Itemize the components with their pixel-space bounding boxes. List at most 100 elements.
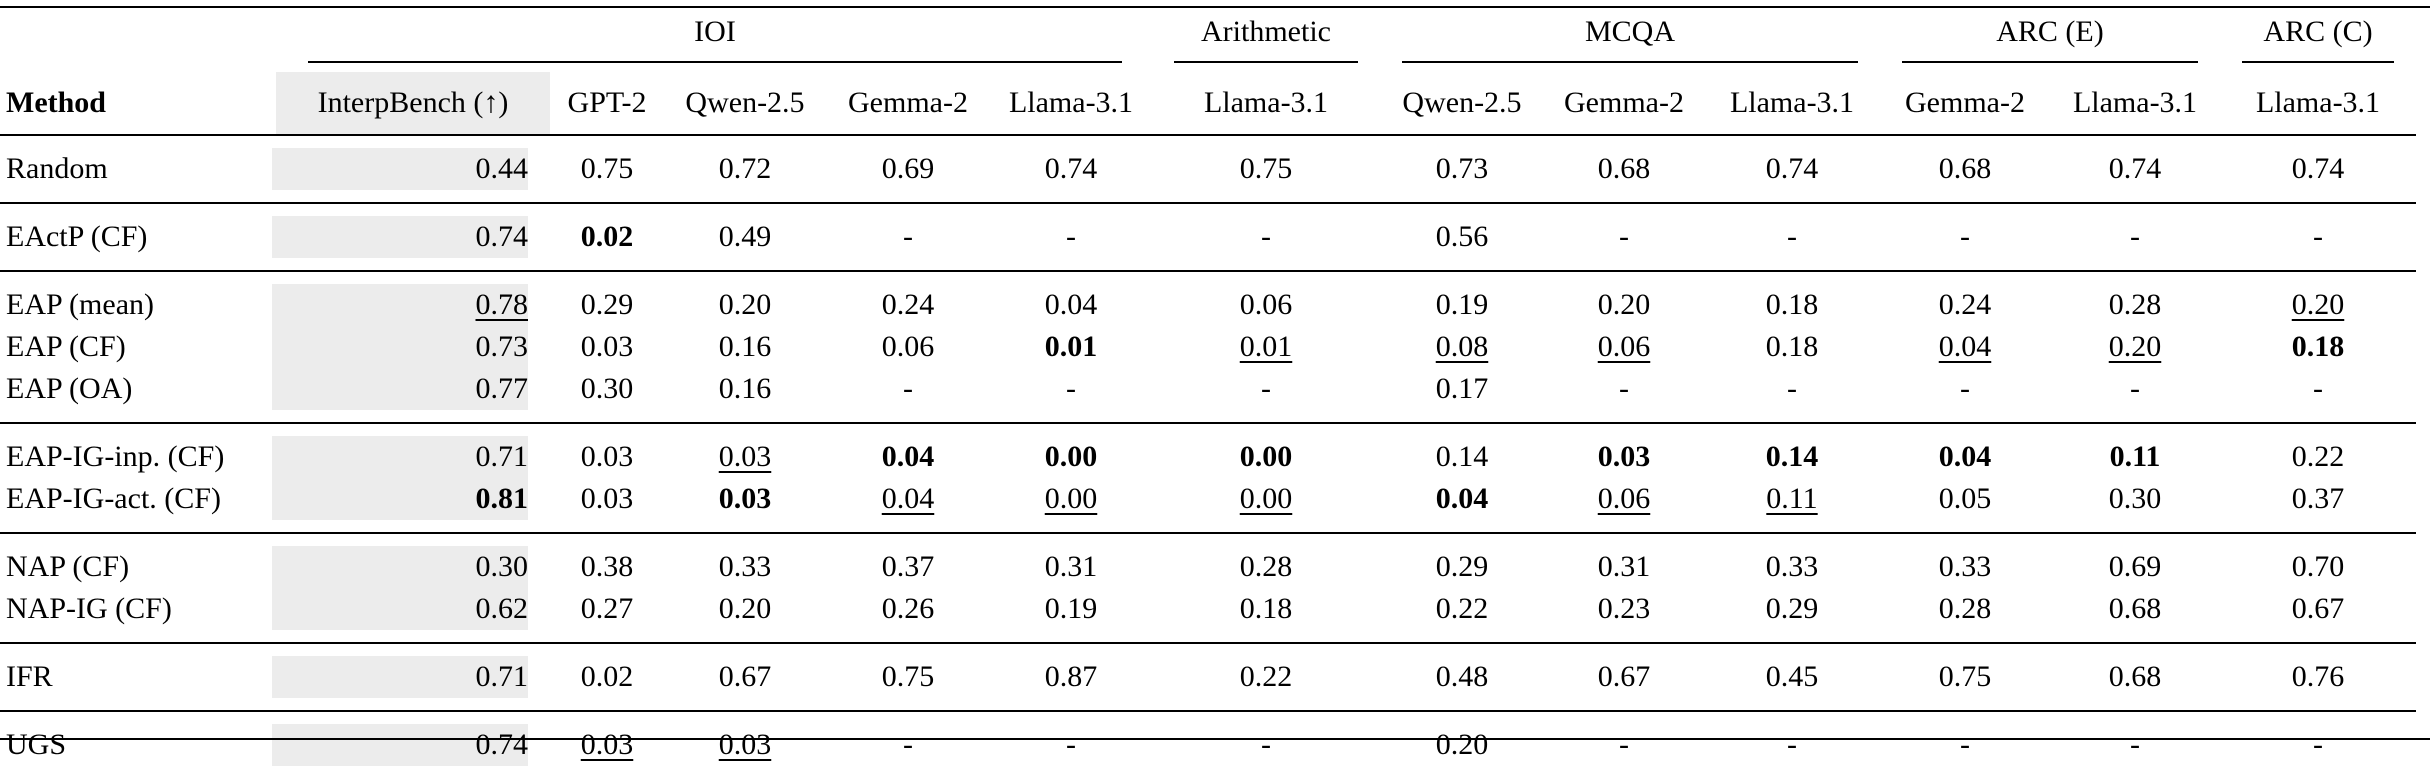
score-value: 0.74 <box>2291 152 2345 185</box>
column-header-llama-3-1: Llama-3.1 <box>1008 86 1134 119</box>
column-group-label: ARC (C) <box>2242 17 2394 63</box>
method-name: EAP-IG-act. (CF) <box>6 482 221 515</box>
score-cell: 0.48 <box>1380 643 1544 711</box>
score-value: - <box>1066 220 1076 253</box>
interpbench-cell: 0.71 <box>272 643 550 711</box>
score-value: 0.20 <box>1435 728 1489 761</box>
score-cell: 0.45 <box>1704 643 1880 711</box>
interpbench-cell: 0.73 <box>272 326 550 368</box>
second-best-score-value: 0.01 <box>1239 330 1293 363</box>
score-cell: 0.75 <box>826 643 990 711</box>
score-value: 0.31 <box>1044 550 1098 583</box>
score-cell: - <box>2050 203 2220 271</box>
score-value: 0.17 <box>1435 372 1489 405</box>
score-cell: 0.68 <box>1880 135 2050 203</box>
score-cell: 0.22 <box>2220 423 2416 478</box>
method-name: EAP (mean) <box>6 288 155 321</box>
score-cell: 0.20 <box>1380 711 1544 778</box>
score-value: 0.05 <box>1938 482 1992 515</box>
score-cell: 0.04 <box>826 423 990 478</box>
score-cell: 0.33 <box>1704 533 1880 588</box>
score-cell: 0.19 <box>1380 271 1544 326</box>
score-cell: 0.24 <box>1880 271 2050 326</box>
score-value: - <box>1261 728 1271 761</box>
score-value: 0.20 <box>1597 288 1651 321</box>
score-value: 0.44 <box>475 152 529 185</box>
table-row: EAP-IG-inp. (CF) 0.71 0.03 0.03 0.04 0.00 0.00… <box>0 423 2416 478</box>
score-value: 0.75 <box>881 660 935 693</box>
score-value: 0.70 <box>2291 550 2345 583</box>
score-cell: 0.74 <box>1704 135 1880 203</box>
interpbench-cell: 0.74 <box>272 203 550 271</box>
score-cell: 0.20 <box>664 271 826 326</box>
score-cell: 0.00 <box>1152 423 1380 478</box>
score-cell: 0.23 <box>1544 588 1704 643</box>
best-score-value: 0.04 <box>1435 482 1489 515</box>
column-header-llama-3-1: Llama-3.1 <box>2072 86 2198 119</box>
column-header-row: Method InterpBench (↑) GPT-2 Qwen-2.5 Gemma-… <box>0 72 2416 135</box>
score-cell: - <box>2220 368 2416 423</box>
score-value: 0.28 <box>2108 288 2162 321</box>
score-cell: - <box>1880 203 2050 271</box>
score-value: 0.87 <box>1044 660 1098 693</box>
score-cell: 0.14 <box>1704 423 1880 478</box>
score-cell: 0.30 <box>550 368 664 423</box>
score-value: 0.04 <box>1044 288 1098 321</box>
score-value: - <box>2130 372 2140 405</box>
score-cell: 0.28 <box>1152 533 1380 588</box>
score-value: - <box>1787 220 1797 253</box>
score-cell: 0.06 <box>1544 478 1704 533</box>
score-cell: 0.28 <box>1880 588 2050 643</box>
score-cell: 0.74 <box>2050 135 2220 203</box>
score-cell: 0.76 <box>2220 643 2416 711</box>
score-value: - <box>2313 220 2323 253</box>
score-value: 0.38 <box>580 550 634 583</box>
score-cell: 0.16 <box>664 326 826 368</box>
score-cell: 0.04 <box>990 271 1152 326</box>
score-value: - <box>1960 728 1970 761</box>
score-value: 0.22 <box>2291 440 2345 473</box>
score-cell: 0.08 <box>1380 326 1544 368</box>
column-group-arc-e: ARC (E) <box>1880 8 2220 72</box>
score-value: 0.22 <box>1435 592 1489 625</box>
second-best-score-value: 0.04 <box>1938 330 1992 363</box>
score-value: 0.24 <box>881 288 935 321</box>
score-value: 0.49 <box>718 220 772 253</box>
score-value: 0.68 <box>1597 152 1651 185</box>
score-cell: 0.01 <box>1152 326 1380 368</box>
score-cell: 0.29 <box>1380 533 1544 588</box>
score-value: - <box>1261 220 1271 253</box>
score-cell: - <box>990 203 1152 271</box>
score-value: 0.69 <box>2108 550 2162 583</box>
score-value: 0.20 <box>718 592 772 625</box>
score-value: 0.22 <box>1239 660 1293 693</box>
score-value: 0.73 <box>475 330 529 363</box>
method-name: EActP (CF) <box>6 220 148 253</box>
score-cell: 0.49 <box>664 203 826 271</box>
score-value: 0.02 <box>580 660 634 693</box>
score-cell: 0.29 <box>550 271 664 326</box>
score-cell: - <box>826 203 990 271</box>
method-name: EAP-IG-inp. (CF) <box>6 440 225 473</box>
score-cell: 0.69 <box>2050 533 2220 588</box>
interpbench-cell: 0.78 <box>272 271 550 326</box>
table-top-rule <box>0 6 2430 8</box>
column-group-header-row: IOI Arithmetic MCQA ARC (E) ARC (C) <box>0 8 2416 72</box>
score-value: - <box>903 372 913 405</box>
score-cell: 0.68 <box>1544 135 1704 203</box>
score-value: 0.37 <box>2291 482 2345 515</box>
score-cell: 0.67 <box>2220 588 2416 643</box>
score-value: - <box>1066 372 1076 405</box>
interpbench-cell: 0.77 <box>272 368 550 423</box>
score-value: 0.14 <box>1435 440 1489 473</box>
method-name: EAP (OA) <box>6 372 133 405</box>
score-cell: 0.03 <box>550 478 664 533</box>
score-value: 0.33 <box>1765 550 1819 583</box>
results-table-container: IOI Arithmetic MCQA ARC (E) ARC (C) Method In… <box>0 6 2430 766</box>
score-cell: 0.74 <box>2220 135 2416 203</box>
score-value: 0.03 <box>580 440 634 473</box>
score-value: 0.74 <box>475 220 529 253</box>
score-cell: - <box>1152 711 1380 778</box>
score-cell: 0.05 <box>1880 478 2050 533</box>
score-cell: 0.18 <box>2220 326 2416 368</box>
